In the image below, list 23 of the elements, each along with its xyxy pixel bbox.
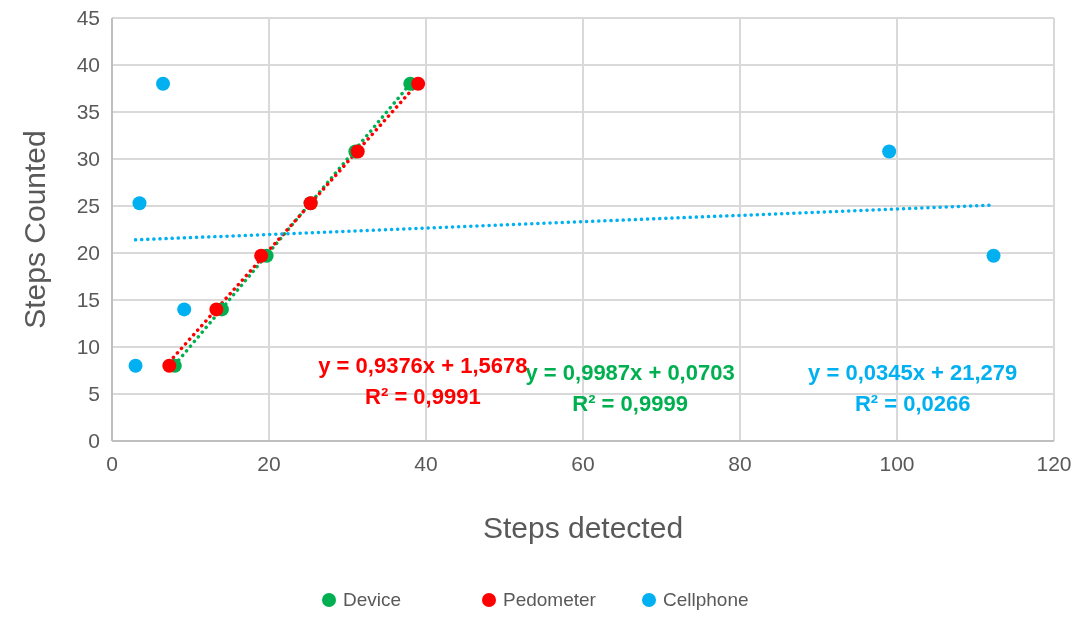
x-tick-label: 80 <box>728 452 752 475</box>
legend-label: Cellphone <box>663 589 749 610</box>
x-tick-label: 20 <box>257 452 281 475</box>
y-tick-label: 45 <box>76 6 100 29</box>
x-axis-title: Steps detected <box>482 511 684 544</box>
x-tick-label: 40 <box>414 452 438 475</box>
y-tick-label: 10 <box>76 335 100 358</box>
y-tick-label: 20 <box>76 241 100 264</box>
y-tick-label: 30 <box>76 147 100 170</box>
x-tick-label: 0 <box>106 452 118 475</box>
y-tick-label: 40 <box>76 53 100 76</box>
y-tick-label: 0 <box>88 429 100 452</box>
annotation: y = 0,0345x + 21,279 R² = 0,0266 <box>808 359 1018 416</box>
y-tick-label: 25 <box>76 194 100 217</box>
y-tick-label: 35 <box>76 100 100 123</box>
x-tick-label: 120 <box>1036 452 1072 475</box>
legend-label: Pedometer <box>503 589 597 610</box>
x-tick-label: 100 <box>879 452 915 475</box>
legend-label: Device <box>343 589 402 610</box>
x-tick-label: 60 <box>571 452 595 475</box>
y-tick-label: 5 <box>88 382 100 405</box>
y-tick-label: 15 <box>76 288 100 311</box>
y-axis-title: Steps Counted <box>18 130 51 329</box>
